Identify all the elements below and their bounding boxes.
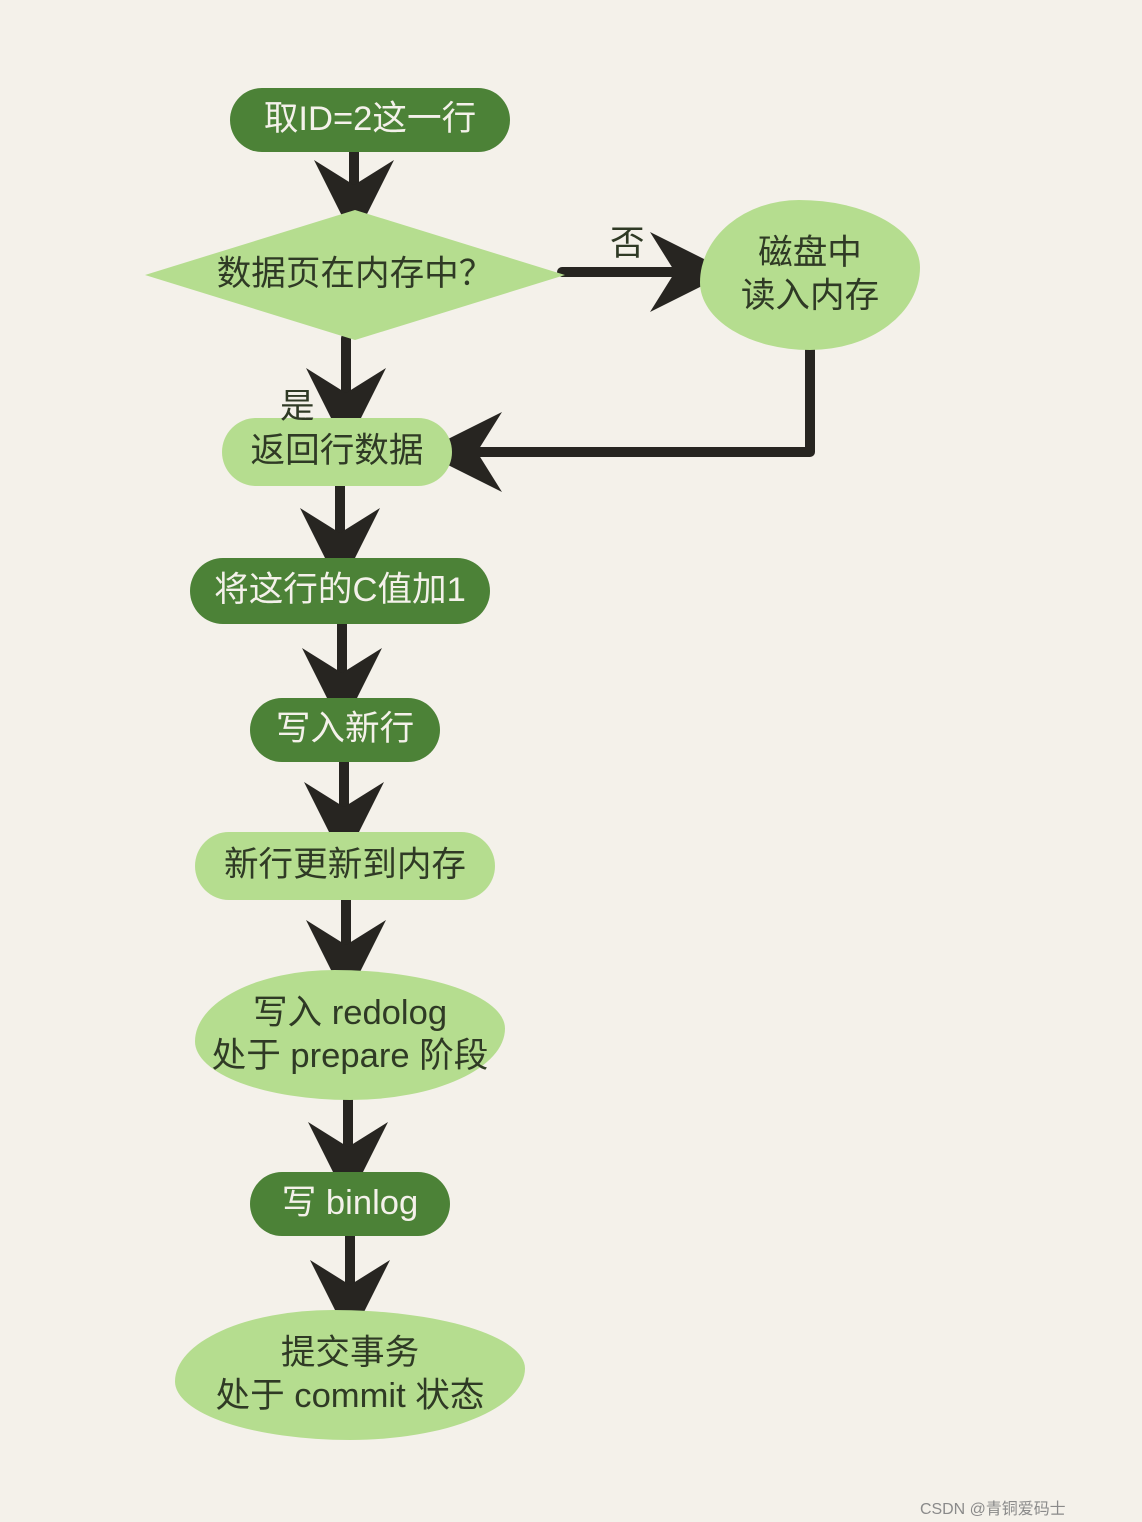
flow-edge-n3-n4	[452, 350, 810, 452]
flow-node-line: 磁盘中	[758, 232, 862, 275]
flow-node-n1: 取ID=2这一行	[230, 88, 510, 152]
flow-node-line: 处于 commit 状态	[216, 1375, 485, 1418]
edge-label-n2-n3: 否	[610, 215, 645, 265]
flow-node-line: 写入 redolog	[253, 992, 447, 1035]
flow-node-line: 提交事务	[281, 1332, 419, 1375]
flow-node-line: 处于 prepare 阶段	[212, 1035, 489, 1078]
flow-node-n6: 写入新行	[250, 698, 440, 762]
flow-node-n7: 新行更新到内存	[195, 832, 495, 900]
flow-node-line: 读入内存	[741, 275, 879, 318]
decision-node-label-n2: 数据页在内存中？	[145, 210, 565, 340]
flow-node-n4: 返回行数据	[222, 418, 452, 486]
flow-node-n9: 写 binlog	[250, 1172, 450, 1236]
flow-node-n5: 将这行的C值加1	[190, 558, 490, 624]
watermark-text: CSDN @青铜爱码士	[920, 1495, 1066, 1519]
edge-label-n2-n4: 是	[280, 378, 315, 428]
